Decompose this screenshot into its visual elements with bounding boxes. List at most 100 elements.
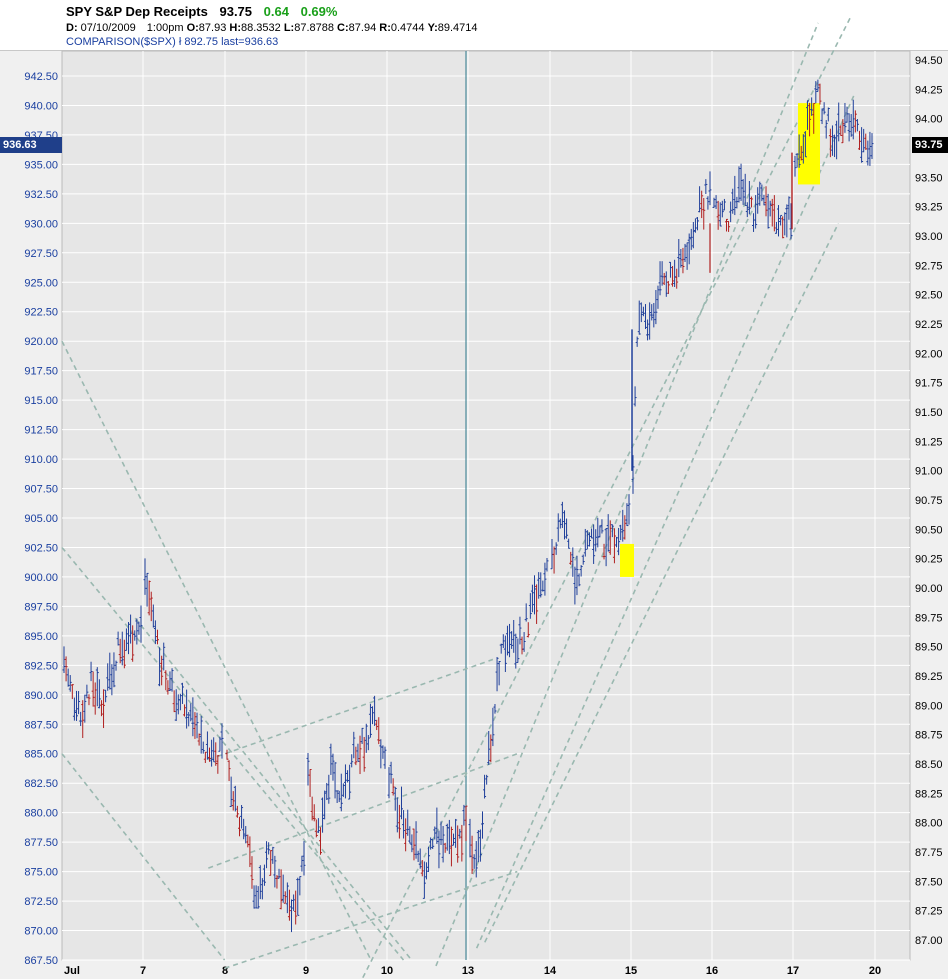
left-axis-tick-label: 935.00	[24, 159, 58, 171]
x-axis-tick-label: 14	[544, 965, 557, 977]
ohlc-bar	[604, 528, 608, 567]
ohlc-bar	[508, 623, 512, 658]
ohlc-bar	[501, 634, 505, 648]
ohlc-bar	[774, 221, 778, 234]
ohlc-bar	[310, 796, 314, 821]
left-axis-tick-label: 890.00	[24, 690, 58, 702]
x-axis-tick-label: 7	[140, 965, 146, 977]
ohlc-bar	[290, 899, 294, 933]
ohlc-bar	[364, 723, 368, 753]
ohlc-bar	[683, 243, 687, 263]
last-price: 93.75	[219, 4, 253, 19]
ohlc-bar	[147, 580, 151, 616]
ohlc-bar	[625, 503, 629, 527]
ohlc-bar	[271, 846, 275, 864]
symbol-title-row: SPY S&P Dep Receipts 93.75 0.64 0.69%	[66, 4, 337, 19]
ohlc-bar	[691, 222, 695, 249]
ohlc-bar	[758, 181, 762, 206]
ohlc-bar	[772, 195, 776, 232]
ohlc-bar	[524, 603, 528, 622]
ohlc-bar	[298, 876, 302, 896]
ohlc-bar	[87, 694, 91, 706]
left-axis-tick-label: 907.50	[24, 484, 58, 496]
ohlc-bar	[464, 805, 468, 842]
x-axis-tick-label: Jul	[64, 965, 80, 977]
ohlc-bar	[598, 525, 602, 538]
ohlc-bar	[348, 764, 352, 800]
ohlc-bar	[487, 730, 491, 765]
ohlc-bar	[201, 741, 205, 754]
ohlc-bar	[158, 647, 162, 687]
left-axis-tick-label: 942.50	[24, 71, 58, 83]
left-axis-tick-label: 895.00	[24, 631, 58, 643]
x-axis-tick-label: 16	[706, 965, 718, 977]
ohlc-bar	[318, 827, 322, 855]
ohlc-bar	[335, 790, 339, 804]
ohlc-bar	[843, 102, 847, 133]
right-axis-tick-label: 90.75	[915, 495, 943, 507]
ohlc-bar	[696, 217, 700, 231]
ohlc-bar	[269, 850, 273, 876]
left-axis-tick-label: 882.50	[24, 778, 58, 790]
ohlc-bar	[443, 842, 447, 853]
ohlc-bar	[795, 153, 799, 168]
ohlc-bar	[110, 664, 114, 696]
ohlc-bar	[818, 83, 822, 105]
x-axis-tick-label: 13	[462, 965, 474, 977]
ohlc-bar	[424, 862, 428, 880]
ohlc-bar	[698, 186, 702, 213]
right-axis-tick-label: 88.25	[915, 788, 943, 800]
ohlc-bar	[149, 591, 153, 622]
left-axis-tick-label: 922.50	[24, 307, 58, 319]
ohlc-bar	[108, 652, 112, 690]
trend-channel-line	[208, 752, 518, 869]
right-axis-tick-label: 92.75	[915, 260, 943, 272]
ohlc-bar	[741, 179, 745, 205]
ohlc-bar	[283, 891, 287, 904]
ohlc-bar	[571, 547, 575, 577]
ohlc-bar	[537, 572, 541, 599]
x-axis-tick-label: 15	[625, 965, 637, 977]
ohlc-bar	[812, 102, 816, 134]
right-axis-tick-label: 89.00	[915, 700, 943, 712]
ohlc-bar	[135, 618, 139, 645]
ohlc-bar	[81, 700, 85, 738]
ohlc-bar	[325, 782, 329, 800]
ohlc-bar	[577, 573, 581, 587]
ohlc-bar	[62, 646, 66, 673]
ohlc-bar	[233, 785, 237, 812]
ohlc-bar	[799, 145, 803, 161]
right-axis-tick-label: 87.50	[915, 876, 943, 888]
y-value: 89.4714	[437, 22, 478, 34]
ohlc-bar	[533, 575, 537, 615]
ohlc-bar	[389, 761, 393, 784]
trend-channel-line	[435, 22, 819, 967]
ohlc-bar	[754, 195, 758, 229]
right-axis-tick-label: 92.25	[915, 319, 943, 331]
ohlc-bar	[331, 753, 335, 781]
ohlc-bar	[191, 697, 195, 737]
ohlc-bar	[197, 733, 201, 746]
ohlc-bar	[406, 809, 410, 836]
ohlc-bar	[718, 202, 722, 227]
open-label: O:	[186, 22, 199, 34]
price-change: 0.64	[263, 4, 289, 19]
ohlc-bar	[375, 719, 379, 731]
ohlc-bar	[422, 861, 426, 899]
ohlc-bar	[435, 807, 439, 844]
left-axis-tick-label: 932.50	[24, 189, 58, 201]
ohlc-bar	[321, 797, 325, 833]
ohlc-bar	[862, 128, 866, 153]
ohlc-bar	[383, 746, 387, 769]
ohlc-bar	[433, 826, 437, 840]
right-axis-tick-label: 91.75	[915, 378, 943, 390]
ohlc-bar	[227, 760, 231, 782]
left-axis-tick-label: 905.00	[24, 513, 58, 525]
ohlc-bar	[743, 173, 747, 207]
right-axis-tick-label: 88.50	[915, 759, 943, 771]
ohlc-bar	[654, 290, 658, 325]
ohlc-bar	[250, 856, 254, 889]
ohlc-bar	[716, 200, 720, 230]
ohlc-bar	[656, 285, 660, 309]
